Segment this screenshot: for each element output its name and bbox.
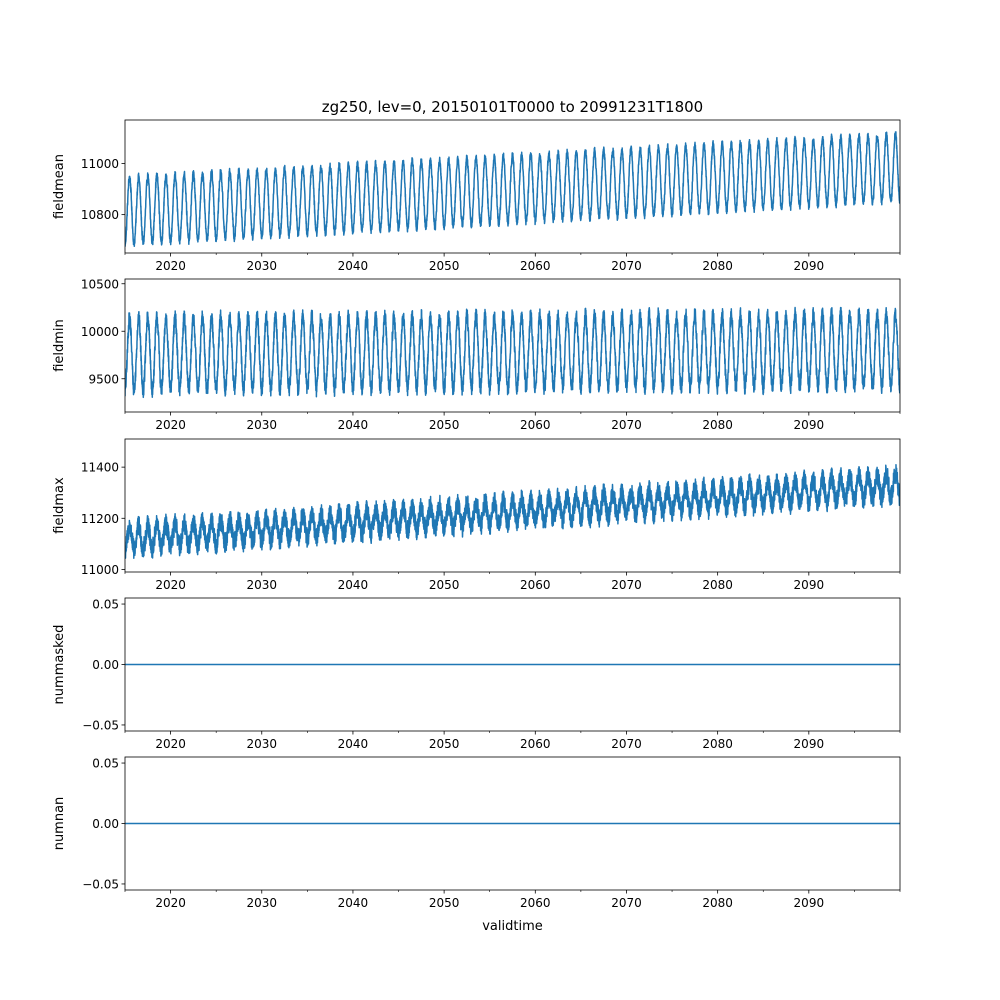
panel-fieldmin: 2020 2030 2040 2050 2060 2070 2080 2090 9500 1000…	[52, 277, 901, 432]
panels: 2020 2030 2040 2050 2060 2070 2080 2090 10800 110…	[52, 119, 901, 910]
y-tick-label: 0.05	[92, 598, 119, 612]
x-tick-label: 2090	[794, 896, 825, 910]
x-tick-label: 2060	[520, 418, 551, 432]
figure-title: zg250, lev=0, 20150101T0000 to 20991231T…	[322, 98, 703, 116]
x-tick-label: 2020	[155, 259, 186, 273]
panel-nummasked: 2020 2030 2040 2050 2060 2070 2080 2090 −0.05 0.0…	[52, 598, 901, 751]
y-tick-label: −0.05	[82, 877, 119, 891]
x-tick-label: 2040	[338, 737, 369, 751]
panel-fieldmean: 2020 2030 2040 2050 2060 2070 2080 2090 10800 110…	[52, 119, 901, 273]
x-tick-label: 2060	[520, 896, 551, 910]
x-tick-label: 2070	[611, 896, 642, 910]
y-tick-label: 11000	[81, 563, 119, 577]
y-tick-label: −0.05	[82, 718, 119, 732]
x-tick-label: 2030	[246, 578, 277, 592]
x-tick-label: 2050	[429, 896, 460, 910]
series-line-fieldmin	[125, 306, 900, 399]
y-axis-label: nummasked	[52, 625, 67, 705]
y-tick-label: 0.00	[92, 658, 119, 672]
x-tick-label: 2060	[520, 737, 551, 751]
x-tick-label: 2050	[429, 418, 460, 432]
y-tick-label: 11200	[81, 512, 119, 526]
x-tick-label: 2090	[794, 737, 825, 751]
x-tick-label: 2090	[794, 259, 825, 273]
y-tick-label: 0.05	[92, 757, 119, 771]
x-tick-label: 2080	[702, 737, 733, 751]
y-tick-label: 10800	[81, 208, 119, 222]
x-tick-label: 2020	[155, 896, 186, 910]
y-axis-label: fieldmean	[52, 154, 67, 219]
x-tick-label: 2050	[429, 578, 460, 592]
x-tick-label: 2020	[155, 737, 186, 751]
axes-frame	[124, 119, 901, 254]
y-tick-label: 10500	[81, 277, 119, 291]
x-tick-label: 2030	[246, 418, 277, 432]
x-tick-label: 2090	[794, 418, 825, 432]
x-axis-label: validtime	[482, 919, 543, 934]
x-tick-label: 2040	[338, 578, 369, 592]
x-tick-label: 2070	[611, 259, 642, 273]
x-tick-label: 2050	[429, 737, 460, 751]
x-tick-label: 2080	[702, 896, 733, 910]
x-tick-label: 2030	[246, 737, 277, 751]
x-tick-label: 2030	[246, 896, 277, 910]
y-tick-label: 11400	[81, 461, 119, 475]
axes-frame	[124, 278, 901, 413]
x-tick-label: 2040	[338, 259, 369, 273]
x-tick-label: 2080	[702, 259, 733, 273]
x-tick-label: 2040	[338, 418, 369, 432]
y-axis-label: fieldmin	[52, 319, 67, 372]
x-tick-label: 2040	[338, 896, 369, 910]
y-tick-label: 10000	[81, 325, 119, 339]
x-tick-label: 2020	[155, 418, 186, 432]
x-tick-label: 2020	[155, 578, 186, 592]
x-tick-label: 2090	[794, 578, 825, 592]
x-tick-label: 2060	[520, 578, 551, 592]
series-line-fieldmean	[125, 131, 900, 248]
x-tick-label: 2070	[611, 578, 642, 592]
y-axis-label: numnan	[52, 797, 67, 851]
x-tick-label: 2070	[611, 737, 642, 751]
panel-numnan: 2020 2030 2040 2050 2060 2070 2080 2090 −0.05 0.0…	[52, 757, 901, 910]
y-tick-label: 0.00	[92, 817, 119, 831]
series-line-fieldmax	[125, 463, 900, 559]
x-tick-label: 2050	[429, 259, 460, 273]
x-tick-label: 2080	[702, 418, 733, 432]
y-axis-label: fieldmax	[52, 477, 67, 534]
x-tick-label: 2080	[702, 578, 733, 592]
y-tick-label: 9500	[88, 372, 119, 386]
x-tick-label: 2030	[246, 259, 277, 273]
panel-fieldmax: 2020 2030 2040 2050 2060 2070 2080 2090 11000 112…	[52, 438, 901, 592]
y-tick-label: 11000	[81, 157, 119, 171]
x-tick-label: 2060	[520, 259, 551, 273]
axes-frame	[124, 438, 901, 573]
x-tick-label: 2070	[611, 418, 642, 432]
